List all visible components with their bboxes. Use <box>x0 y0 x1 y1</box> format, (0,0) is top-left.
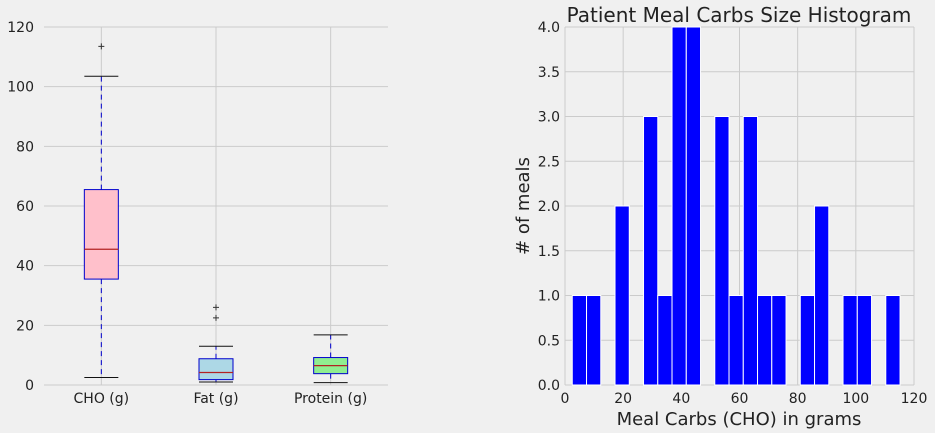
histogram-y-tick-label: 0.0 <box>538 378 560 394</box>
histogram-bar <box>714 116 730 386</box>
histogram-x-tick-label: 40 <box>672 391 690 407</box>
histogram-bar <box>671 26 687 386</box>
histogram-bar <box>571 295 588 386</box>
histogram-bar <box>856 295 873 386</box>
histogram-y-tick-label: 2.5 <box>538 154 560 170</box>
histogram-bar <box>614 205 630 386</box>
boxplot-y-tick-label: 60 <box>16 199 34 215</box>
histogram-panel: Patient Meal Carbs Size Histogram Meal C… <box>513 3 927 430</box>
histogram-bar <box>728 295 744 386</box>
boxplot-y-tick-label: 40 <box>16 259 34 275</box>
boxplot-x-tick-label: CHO (g) <box>74 391 130 407</box>
boxplot-outlier-marker <box>213 304 219 311</box>
histogram-x-tick-label: 60 <box>731 391 749 407</box>
histogram-bar <box>757 295 773 386</box>
boxplot-panel: 0 20 40 60 80 100 120 CHO (g) Fat (g) Protein (g) <box>7 20 388 407</box>
histogram-bar <box>771 295 787 386</box>
boxplot-box <box>198 358 234 381</box>
boxplot-y-tick-label: 80 <box>16 139 34 155</box>
histogram-x-tick-label: 0 <box>561 391 570 407</box>
histogram-bar <box>586 295 602 386</box>
histogram-x-tick-label: 100 <box>842 391 869 407</box>
histogram-x-tick-label: 80 <box>789 391 807 407</box>
histogram-y-tick-label: 1.0 <box>538 289 560 305</box>
histogram-bar <box>685 26 702 386</box>
histogram-y-axis-label: # of meals <box>513 157 534 255</box>
boxplot-outlier-marker <box>98 43 105 50</box>
histogram-bar <box>799 295 816 386</box>
histogram-y-tick-label: 4.0 <box>538 20 560 36</box>
boxplot-y-tick-label: 20 <box>16 318 34 334</box>
histogram-y-tick-label: 0.5 <box>538 333 560 349</box>
histogram-y-tick-label: 1.5 <box>538 244 560 260</box>
histogram-bar <box>742 116 759 386</box>
histogram-x-axis-label: Meal Carbs (CHO) in grams <box>617 409 862 430</box>
boxplot-y-tick-label: 0 <box>25 378 34 394</box>
histogram-bar <box>885 295 901 386</box>
histogram-y-tick-label: 2.0 <box>538 199 560 215</box>
histogram-bar <box>643 116 659 386</box>
boxplot-x-tick-label: Fat (g) <box>193 391 238 407</box>
histogram-y-tick-label: 3.5 <box>538 65 560 81</box>
boxplot-y-tick-label: 100 <box>7 80 34 96</box>
histogram-x-tick-label: 20 <box>614 391 632 407</box>
boxplot-x-tick-label: Protein (g) <box>294 391 367 407</box>
histogram-title: Patient Meal Carbs Size Histogram <box>567 3 912 27</box>
boxplot-outlier-marker <box>213 314 219 321</box>
boxplot-box <box>83 189 119 280</box>
histogram-bar <box>842 295 858 386</box>
histogram-bar <box>657 295 673 386</box>
histogram-x-tick-label: 120 <box>901 391 928 407</box>
boxplot-y-tick-label: 120 <box>7 20 34 36</box>
histogram-bar <box>814 205 830 386</box>
histogram-y-tick-label: 3.0 <box>538 110 560 126</box>
